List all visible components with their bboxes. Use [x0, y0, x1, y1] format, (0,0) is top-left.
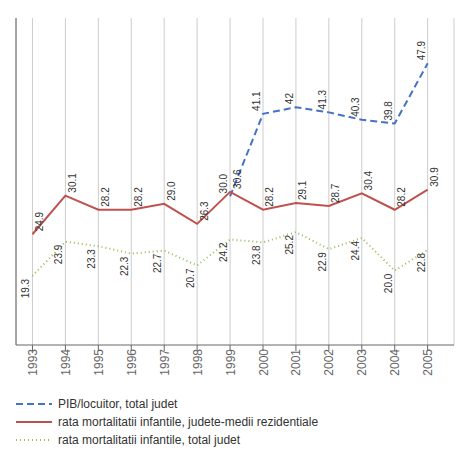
- svg-text:28.2: 28.2: [396, 187, 407, 207]
- svg-text:2000: 2000: [257, 349, 271, 376]
- svg-text:1997: 1997: [158, 349, 172, 376]
- svg-text:2001: 2001: [289, 349, 303, 376]
- svg-text:30.6: 30.6: [232, 169, 243, 189]
- svg-text:1998: 1998: [191, 349, 205, 376]
- svg-text:28.2: 28.2: [264, 187, 275, 207]
- svg-text:2004: 2004: [388, 349, 402, 376]
- svg-text:41.1: 41.1: [251, 91, 262, 111]
- svg-text:42: 42: [284, 93, 295, 105]
- svg-text:29.1: 29.1: [297, 180, 308, 200]
- svg-text:2005: 2005: [421, 349, 435, 376]
- svg-text:24.2: 24.2: [218, 242, 229, 262]
- svg-text:2003: 2003: [355, 349, 369, 376]
- svg-text:28.7: 28.7: [330, 183, 341, 203]
- svg-text:30.9: 30.9: [429, 167, 440, 187]
- svg-text:22.7: 22.7: [152, 253, 163, 273]
- svg-text:47.9: 47.9: [416, 40, 427, 60]
- svg-text:1994: 1994: [59, 349, 73, 376]
- svg-text:1993: 1993: [26, 349, 40, 376]
- svg-text:23.8: 23.8: [251, 245, 262, 265]
- html-text:PIB/locuitor, total judet: PIB/locuitor, total judet: [58, 397, 178, 411]
- svg-text:41.3: 41.3: [317, 89, 328, 109]
- svg-text:26.3: 26.3: [199, 201, 210, 221]
- svg-text:22.9: 22.9: [317, 252, 328, 272]
- svg-text:1995: 1995: [92, 349, 106, 376]
- svg-text:23.3: 23.3: [86, 249, 97, 269]
- svg-text:30.4: 30.4: [363, 170, 374, 190]
- svg-text:20.0: 20.0: [383, 273, 394, 293]
- svg-text:29.0: 29.0: [166, 181, 177, 201]
- svg-text:24.9: 24.9: [34, 211, 45, 231]
- svg-text:20.7: 20.7: [185, 268, 196, 288]
- html-text:rata mortalitatii infantile, j: rata mortalitatii infantile, judete-medi…: [58, 415, 319, 429]
- svg-text:28.2: 28.2: [133, 187, 144, 207]
- svg-text:30.0: 30.0: [218, 173, 229, 193]
- svg-text:28.2: 28.2: [100, 187, 111, 207]
- svg-text:40.3: 40.3: [350, 97, 361, 117]
- svg-text:23.9: 23.9: [53, 244, 64, 264]
- svg-text:1999: 1999: [224, 349, 238, 376]
- svg-text:25.2: 25.2: [284, 235, 295, 255]
- svg-text:30.1: 30.1: [67, 173, 78, 193]
- svg-text:39.8: 39.8: [383, 101, 394, 121]
- svg-text:19.3: 19.3: [20, 278, 31, 298]
- html-text:rata mortalitatii infantile, t: rata mortalitatii infantile, total judet: [58, 433, 241, 447]
- svg-text:1996: 1996: [125, 349, 139, 376]
- svg-text:22.3: 22.3: [119, 256, 130, 276]
- svg-text:22.8: 22.8: [416, 252, 427, 272]
- svg-text:24.4: 24.4: [350, 241, 361, 261]
- svg-text:2002: 2002: [322, 349, 336, 376]
